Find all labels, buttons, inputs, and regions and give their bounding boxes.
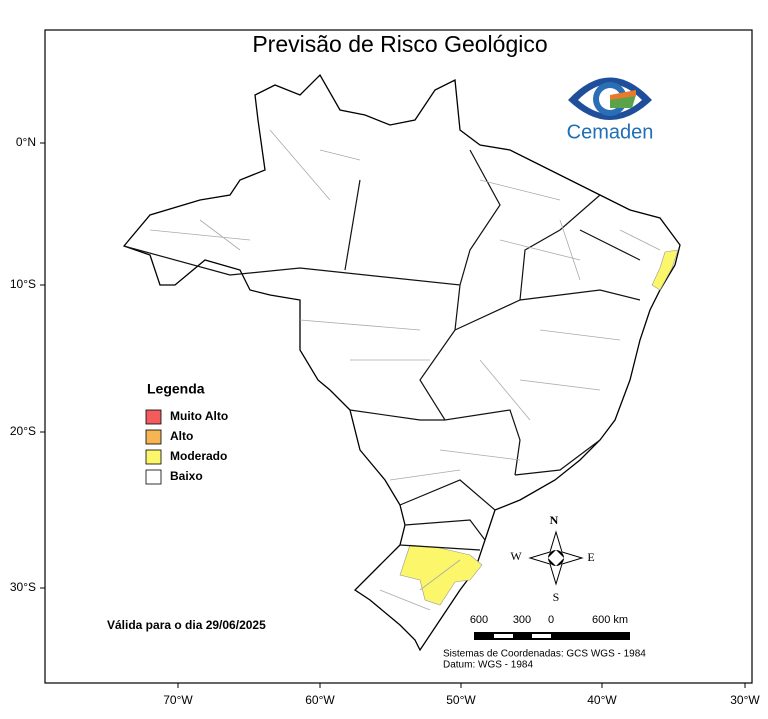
legend-swatch xyxy=(145,469,162,485)
lat-label: 0°N xyxy=(16,135,36,149)
lon-label: 60°W xyxy=(305,693,335,707)
logo: Cemaden xyxy=(567,77,654,143)
legend-label: Baixo xyxy=(170,469,203,483)
footer-line: Sistemas de Coordenadas: GCS WGS - 1984 xyxy=(443,649,646,660)
legend-swatch xyxy=(145,449,162,465)
compass-east: E xyxy=(587,550,594,564)
compass-west: W xyxy=(510,549,522,563)
scale-label: 600 km xyxy=(592,614,628,626)
compass-south: S xyxy=(553,590,560,604)
logo-text: Cemaden xyxy=(567,121,654,143)
lat-label: 20°S xyxy=(10,424,36,438)
lat-label: 30°S xyxy=(10,580,36,594)
legend-title: Legenda xyxy=(147,381,205,397)
legend-swatch xyxy=(145,409,162,425)
legend-label: Moderado xyxy=(170,449,227,463)
scale-label: 300 xyxy=(513,614,531,626)
lon-label: 70°W xyxy=(163,693,193,707)
scale-label: 0 xyxy=(548,614,554,626)
lon-label: 30°W xyxy=(730,693,760,707)
lon-label: 50°W xyxy=(446,693,476,707)
validity-text: Válida para o dia 29/06/2025 xyxy=(107,618,266,632)
legend: Legenda Muito Alto Alto Moderado Baixo xyxy=(145,381,228,485)
lat-label: 10°S xyxy=(10,277,36,291)
brazil-map xyxy=(122,73,681,652)
scale-bar: 600 300 0 600 km xyxy=(470,614,630,640)
scale-label: 600 xyxy=(470,614,488,626)
footer-line: Datum: WGS - 1984 xyxy=(443,660,533,671)
compass: N S W E xyxy=(510,513,594,604)
legend-label: Alto xyxy=(170,429,193,443)
legend-swatch xyxy=(145,429,162,445)
lon-label: 40°W xyxy=(587,693,617,707)
compass-north: N xyxy=(550,513,559,527)
map-title: Previsão de Risco Geológico xyxy=(252,31,547,57)
legend-label: Muito Alto xyxy=(170,409,228,423)
